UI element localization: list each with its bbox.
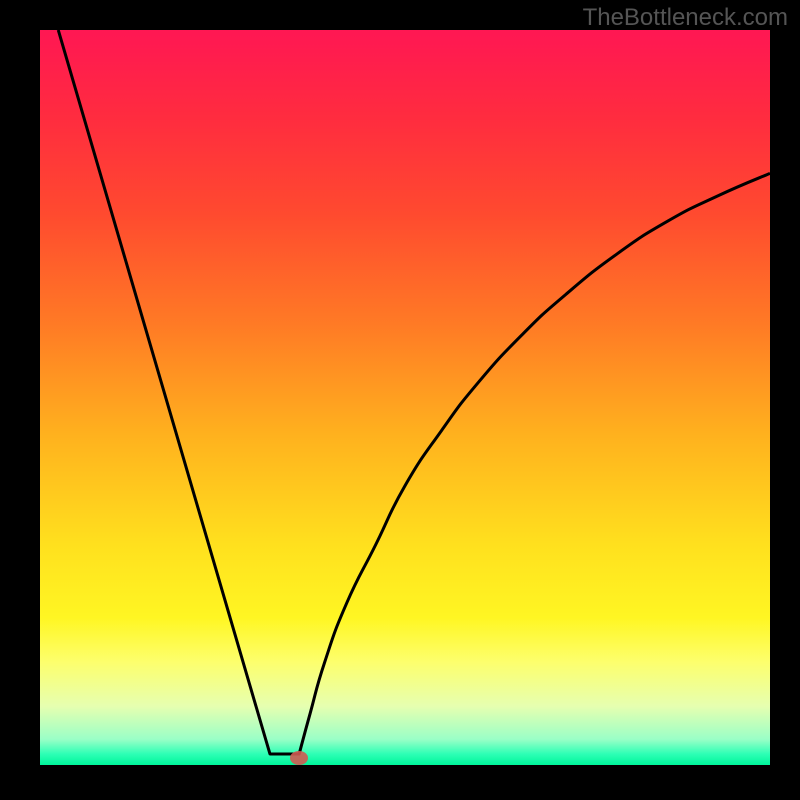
chart-container: TheBottleneck.com [0, 0, 800, 800]
minimum-marker-icon [290, 751, 308, 765]
curve-svg [40, 30, 770, 765]
watermark-text: TheBottleneck.com [583, 4, 788, 32]
plot-area [40, 30, 770, 765]
v-curve [58, 30, 770, 754]
